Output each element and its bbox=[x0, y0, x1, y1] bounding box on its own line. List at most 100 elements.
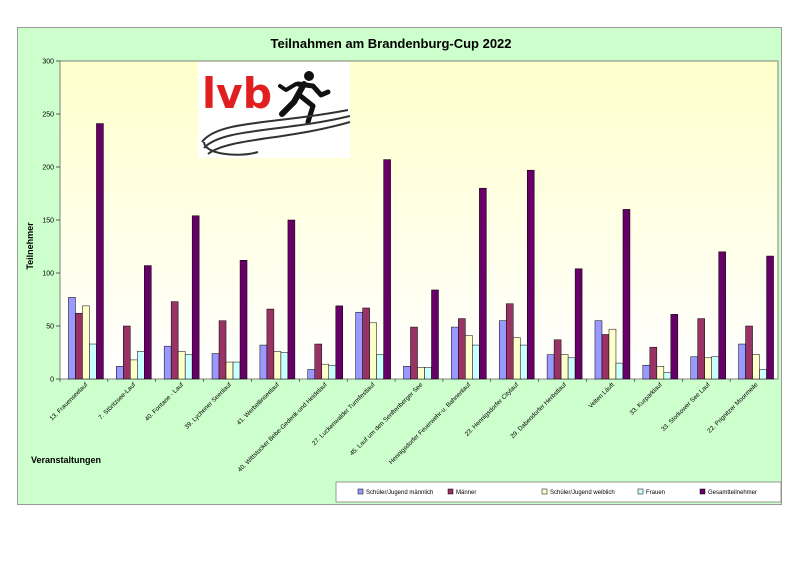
legend-label: Frauen bbox=[646, 490, 665, 496]
x-axis-label: Veranstaltungen bbox=[31, 455, 101, 465]
legend-swatch bbox=[699, 488, 706, 495]
bar bbox=[479, 187, 487, 380]
bar bbox=[704, 357, 712, 380]
bar bbox=[403, 366, 411, 380]
bar bbox=[266, 308, 275, 380]
bar bbox=[759, 369, 767, 380]
bar bbox=[307, 369, 316, 380]
chart-title: Teilnahmen am Brandenburg-Cup 2022 bbox=[270, 36, 511, 51]
track-icon bbox=[201, 109, 351, 156]
bar bbox=[75, 313, 83, 380]
bar bbox=[642, 364, 651, 380]
legend-label: Schüler/Jugend weiblich bbox=[550, 490, 615, 496]
logo-text: lvb bbox=[202, 69, 272, 118]
chart-frame: Teilnahmen am Brandenburg-Cup 2022 0 50 10… bbox=[17, 27, 782, 505]
category-label: 29. Dabendorfer Herbstlauf bbox=[509, 381, 568, 440]
bar bbox=[184, 354, 193, 380]
bar bbox=[424, 367, 432, 380]
bar bbox=[745, 325, 753, 380]
legend-swatch bbox=[541, 488, 548, 495]
bar bbox=[328, 364, 337, 380]
bar bbox=[144, 265, 152, 380]
bar bbox=[546, 354, 555, 380]
bar bbox=[656, 366, 665, 380]
legend-label: Männer bbox=[456, 490, 476, 496]
bar bbox=[718, 251, 726, 380]
y-axis-label: Teilnehmer bbox=[25, 222, 35, 270]
category-label: 7. Störitzsee-Lauf bbox=[97, 381, 137, 421]
bar bbox=[574, 268, 583, 380]
bar bbox=[123, 325, 131, 380]
bar bbox=[465, 335, 473, 380]
bar bbox=[663, 372, 672, 380]
bar bbox=[608, 328, 617, 380]
bar bbox=[232, 361, 241, 380]
legend: Schüler/Jugend männlich Männer Schüler/Jug… bbox=[335, 481, 782, 503]
bar bbox=[376, 354, 384, 380]
bar bbox=[553, 339, 562, 380]
y-tick-label: 100 bbox=[42, 271, 54, 278]
category-label: 23. Hennigsdorfer Citylauf bbox=[464, 381, 521, 438]
legend-label: Schüler/Jugend männlich bbox=[366, 490, 433, 496]
plot-area bbox=[59, 60, 779, 380]
category-label: 13. Frauenseelauf bbox=[49, 381, 90, 422]
bar bbox=[601, 334, 610, 380]
bar bbox=[321, 363, 330, 380]
bar bbox=[622, 209, 631, 380]
bar bbox=[96, 123, 104, 380]
bar bbox=[649, 346, 658, 380]
bar bbox=[472, 344, 480, 380]
bar bbox=[355, 311, 363, 380]
bar bbox=[191, 215, 200, 380]
bar bbox=[273, 351, 282, 380]
bar bbox=[82, 305, 90, 380]
bar bbox=[369, 322, 377, 380]
bar bbox=[137, 351, 145, 380]
bar bbox=[383, 159, 391, 380]
y-tick-label: 200 bbox=[42, 165, 54, 172]
x-axis-labels: 13. Frauenseelauf 7. Störitzsee-Lauf 40. F… bbox=[49, 381, 760, 473]
bar bbox=[594, 320, 603, 380]
bar bbox=[498, 320, 507, 380]
category-label: 40. Fontane - Lauf bbox=[144, 381, 186, 423]
bar bbox=[451, 326, 459, 380]
y-tick-label: 0 bbox=[50, 377, 54, 384]
bar bbox=[526, 169, 535, 380]
bar bbox=[89, 343, 97, 380]
bar bbox=[431, 289, 439, 380]
category-label: Velten Läuft bbox=[587, 381, 616, 410]
bars bbox=[59, 123, 774, 382]
bar bbox=[410, 326, 418, 380]
bar bbox=[170, 301, 179, 380]
bar bbox=[458, 318, 466, 380]
bar bbox=[362, 307, 370, 380]
legend-swatch bbox=[447, 488, 454, 495]
category-label: 33. Storkower See Lauf bbox=[660, 381, 712, 433]
bar bbox=[314, 343, 323, 380]
category-label: 39. Lychener Seenlauf bbox=[184, 381, 234, 431]
y-tick-label: 300 bbox=[42, 59, 54, 66]
bar bbox=[690, 356, 698, 380]
bar bbox=[670, 314, 679, 380]
chart-svg: Teilnahmen am Brandenburg-Cup 2022 0 50 10… bbox=[25, 36, 782, 503]
bar bbox=[116, 366, 124, 380]
category-label: 40. Wittstocker Bebe-Gedenk-und Heidelau… bbox=[237, 381, 329, 473]
legend-swatch bbox=[357, 488, 364, 495]
bar bbox=[163, 345, 172, 380]
bar bbox=[287, 219, 296, 380]
lvb-logo: lvb bbox=[198, 62, 351, 158]
bar bbox=[211, 353, 220, 380]
category-label: 22. Prignitzer Moormeile bbox=[706, 381, 760, 435]
bar bbox=[239, 260, 248, 380]
legend-swatch bbox=[637, 488, 644, 495]
bar bbox=[505, 303, 514, 380]
category-label: Hennigsdorfer Feuerwehr-u. Bahnenlauf bbox=[388, 381, 473, 466]
bar bbox=[68, 297, 76, 380]
bar bbox=[177, 351, 186, 380]
bar bbox=[560, 354, 569, 380]
bar bbox=[259, 344, 268, 380]
bar bbox=[130, 359, 138, 380]
bar bbox=[697, 318, 705, 380]
bar bbox=[615, 362, 624, 380]
y-tick-label: 250 bbox=[42, 112, 54, 119]
